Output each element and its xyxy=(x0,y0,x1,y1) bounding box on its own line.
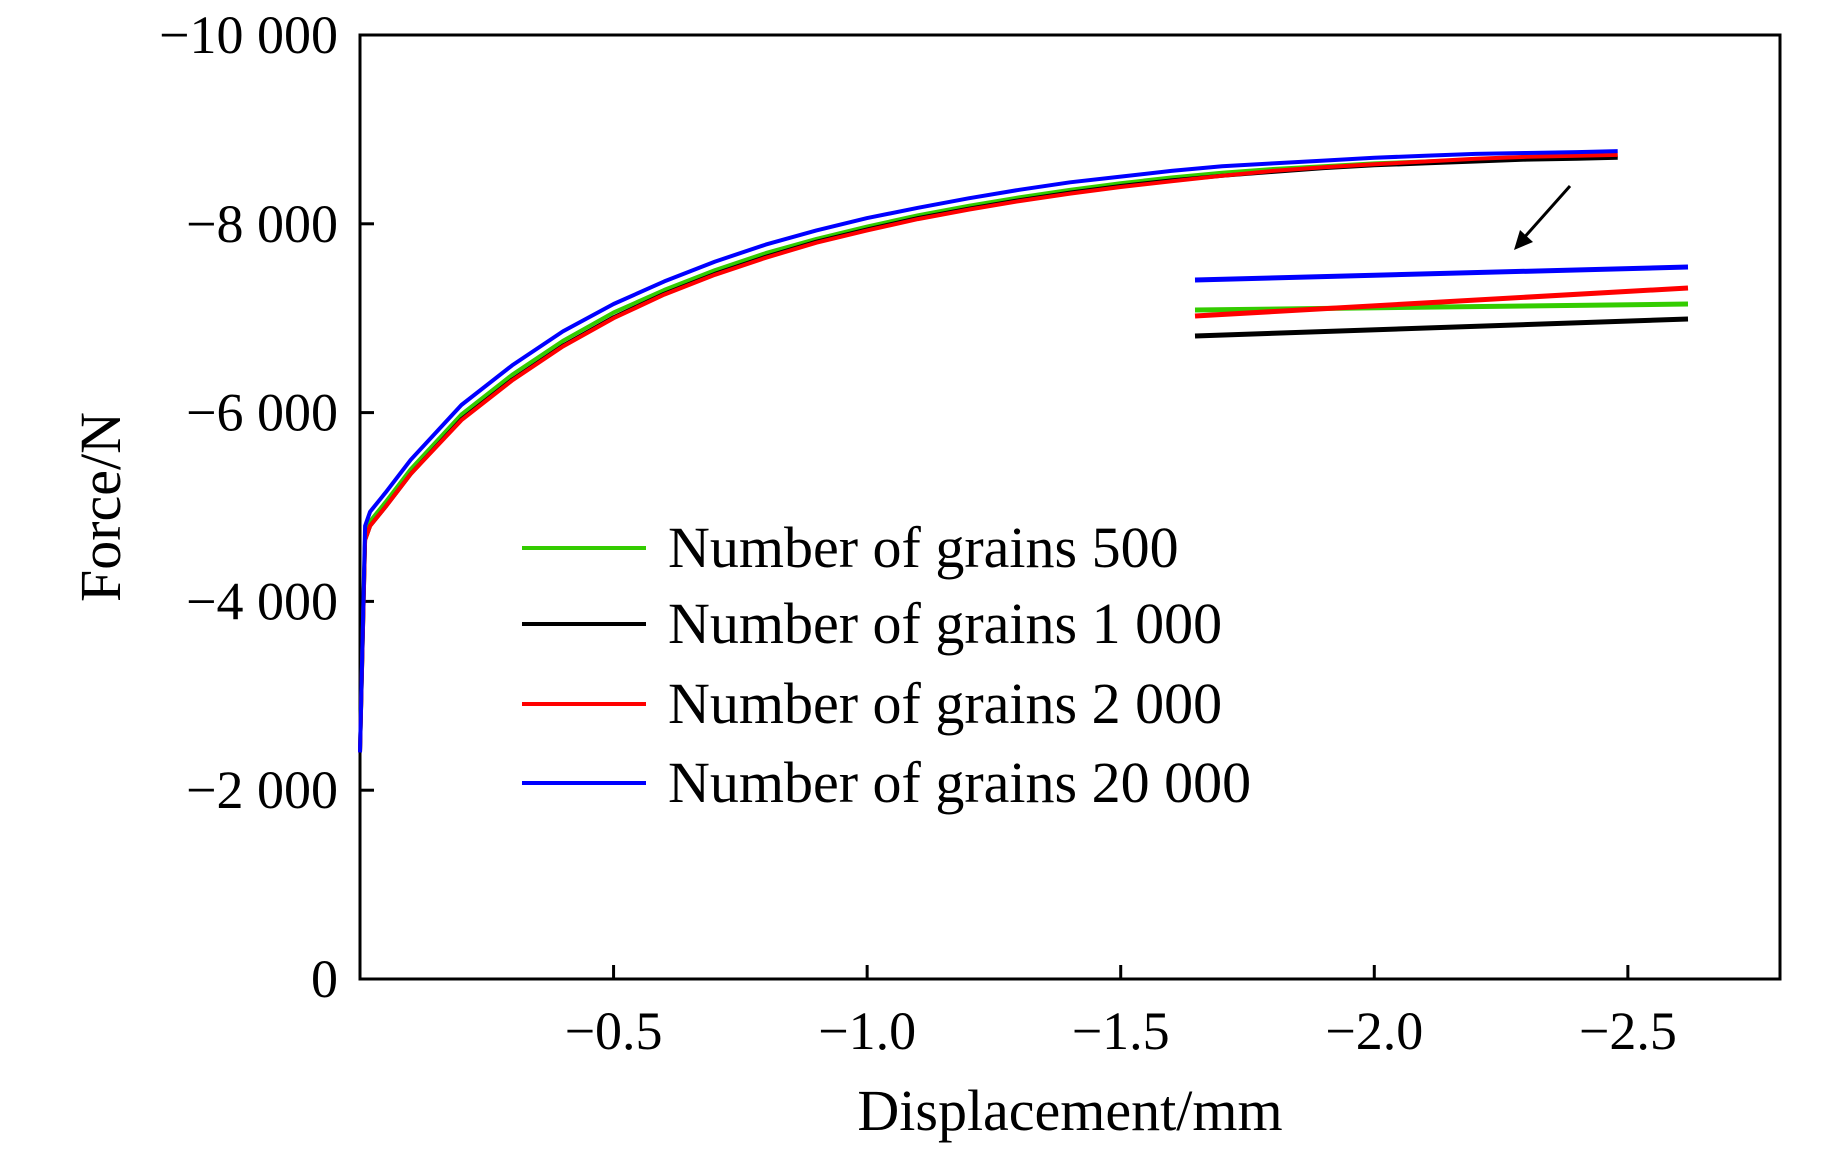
series-line xyxy=(358,149,1618,753)
inset-line xyxy=(1194,264,1689,283)
y-axis-title: Force/N xyxy=(68,412,133,602)
y-tick-label: −4 000 xyxy=(186,571,338,631)
y-tick-label: 0 xyxy=(311,949,338,1009)
legend-label: Number of grains 1 000 xyxy=(668,591,1222,656)
inset-line xyxy=(1194,316,1689,339)
x-axis-title: Displacement/mm xyxy=(857,1078,1282,1143)
series-line xyxy=(358,153,1618,753)
x-tick-label: −1.0 xyxy=(818,1001,916,1061)
series-lines xyxy=(358,149,1618,753)
series-line xyxy=(358,152,1618,753)
legend-label: Number of grains 500 xyxy=(668,515,1179,580)
x-tick-label: −1.5 xyxy=(1072,1001,1170,1061)
y-tick-label: −10 000 xyxy=(159,5,338,65)
x-ticks: −0.5 −1.0 −1.5 −2.0 −2.5 xyxy=(565,965,1677,1061)
x-tick-label: −0.5 xyxy=(565,1001,663,1061)
inset-lines xyxy=(1194,264,1689,339)
y-tick-label: −8 000 xyxy=(186,194,338,254)
inset-line xyxy=(1194,285,1689,319)
series-line xyxy=(358,155,1618,753)
zoom-arrow xyxy=(1514,185,1572,250)
y-tick-label: −2 000 xyxy=(186,760,338,820)
x-tick-label: −2.0 xyxy=(1325,1001,1423,1061)
legend: Number of grains 500 Number of grains 1 0… xyxy=(522,515,1251,815)
legend-label: Number of grains 2 000 xyxy=(668,671,1222,736)
inset-line xyxy=(1194,301,1689,313)
y-tick-label: −6 000 xyxy=(186,383,338,443)
legend-label: Number of grains 20 000 xyxy=(668,750,1251,815)
y-ticks: 0 −2 000 −4 000 −6 000 −8 000 −10 000 xyxy=(159,5,374,1009)
x-tick-label: −2.5 xyxy=(1579,1001,1677,1061)
plot-frame xyxy=(358,33,1782,981)
